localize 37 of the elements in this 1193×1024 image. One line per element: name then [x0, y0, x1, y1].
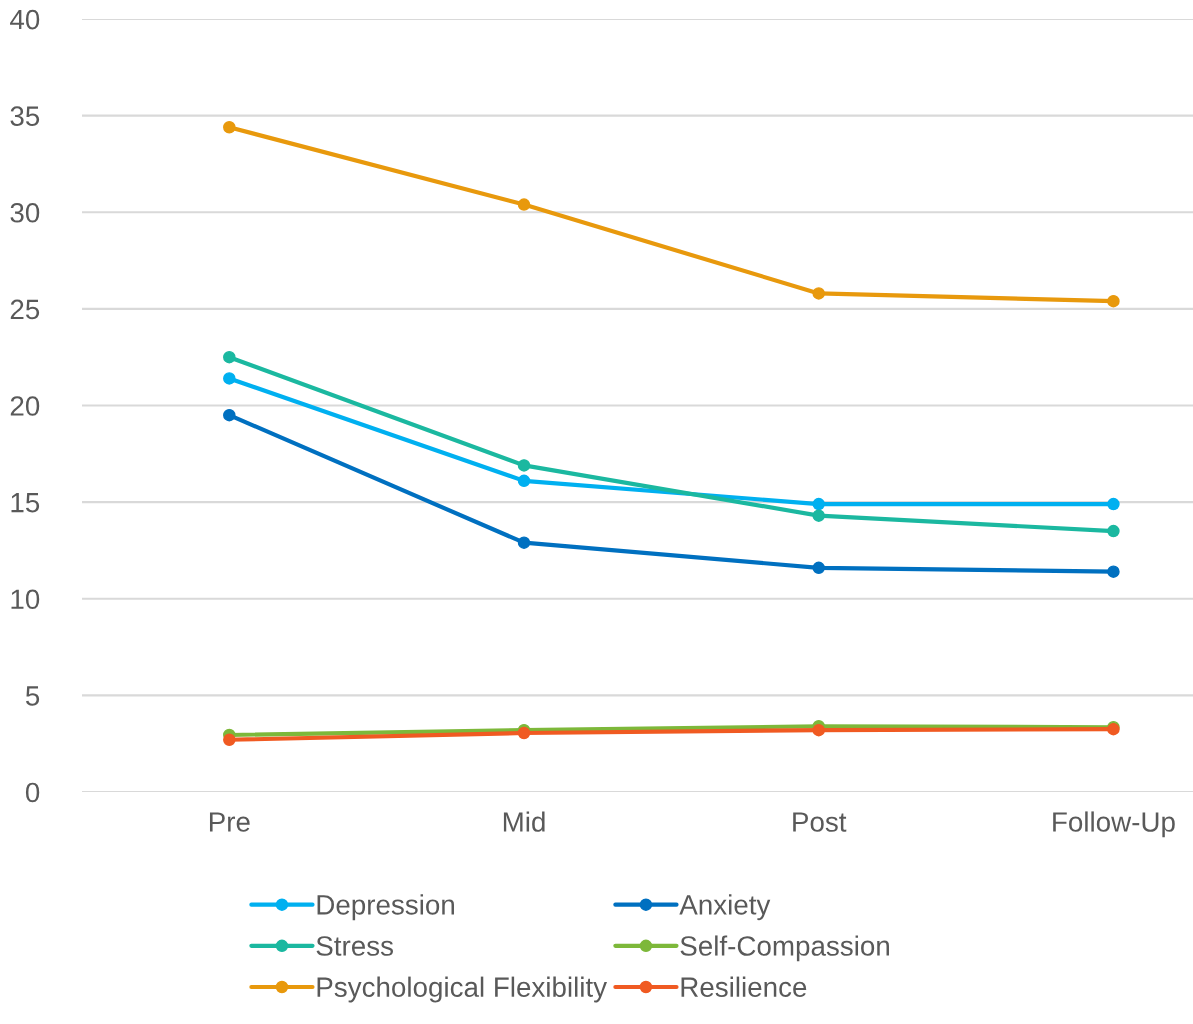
y-tick-label: 35 [10, 106, 40, 126]
y-tick-label: 40 [10, 9, 40, 30]
y-tick-label: 5 [25, 686, 40, 706]
y-tick-label: 0 [25, 782, 40, 803]
point [812, 509, 825, 522]
legend-label: Depression [317, 894, 454, 921]
point [812, 287, 825, 300]
x-tick-label: Follow-Up [1053, 811, 1175, 838]
point [517, 536, 531, 549]
point [1107, 565, 1120, 578]
point [517, 459, 531, 472]
point [1107, 524, 1120, 538]
point [223, 350, 236, 364]
point [812, 497, 825, 511]
point [223, 733, 236, 747]
point [812, 561, 825, 575]
point [1107, 294, 1120, 308]
point [812, 723, 825, 737]
y-tick-label: 20 [10, 396, 40, 416]
legend-label: Psychological Flexibility [317, 976, 608, 1003]
point [223, 121, 236, 134]
y-tick-label: 30 [10, 202, 40, 223]
legend-label: Self-Compassion [680, 935, 889, 962]
legend-label: Anxiety [679, 894, 771, 921]
x-tick-label: Post [793, 812, 847, 832]
y-tick-label: 10 [11, 589, 40, 610]
x-tick-label: Mid [503, 811, 545, 832]
point [517, 474, 531, 488]
point [517, 198, 531, 211]
point [1107, 497, 1120, 511]
point [223, 372, 236, 385]
legend-label: Resilience [681, 976, 807, 997]
legend-label: Stress [316, 936, 393, 956]
y-tick-label: 15 [11, 493, 40, 513]
y-tick-label: 25 [10, 299, 40, 320]
x-tick-label: Pre [209, 812, 250, 832]
point [223, 408, 236, 422]
